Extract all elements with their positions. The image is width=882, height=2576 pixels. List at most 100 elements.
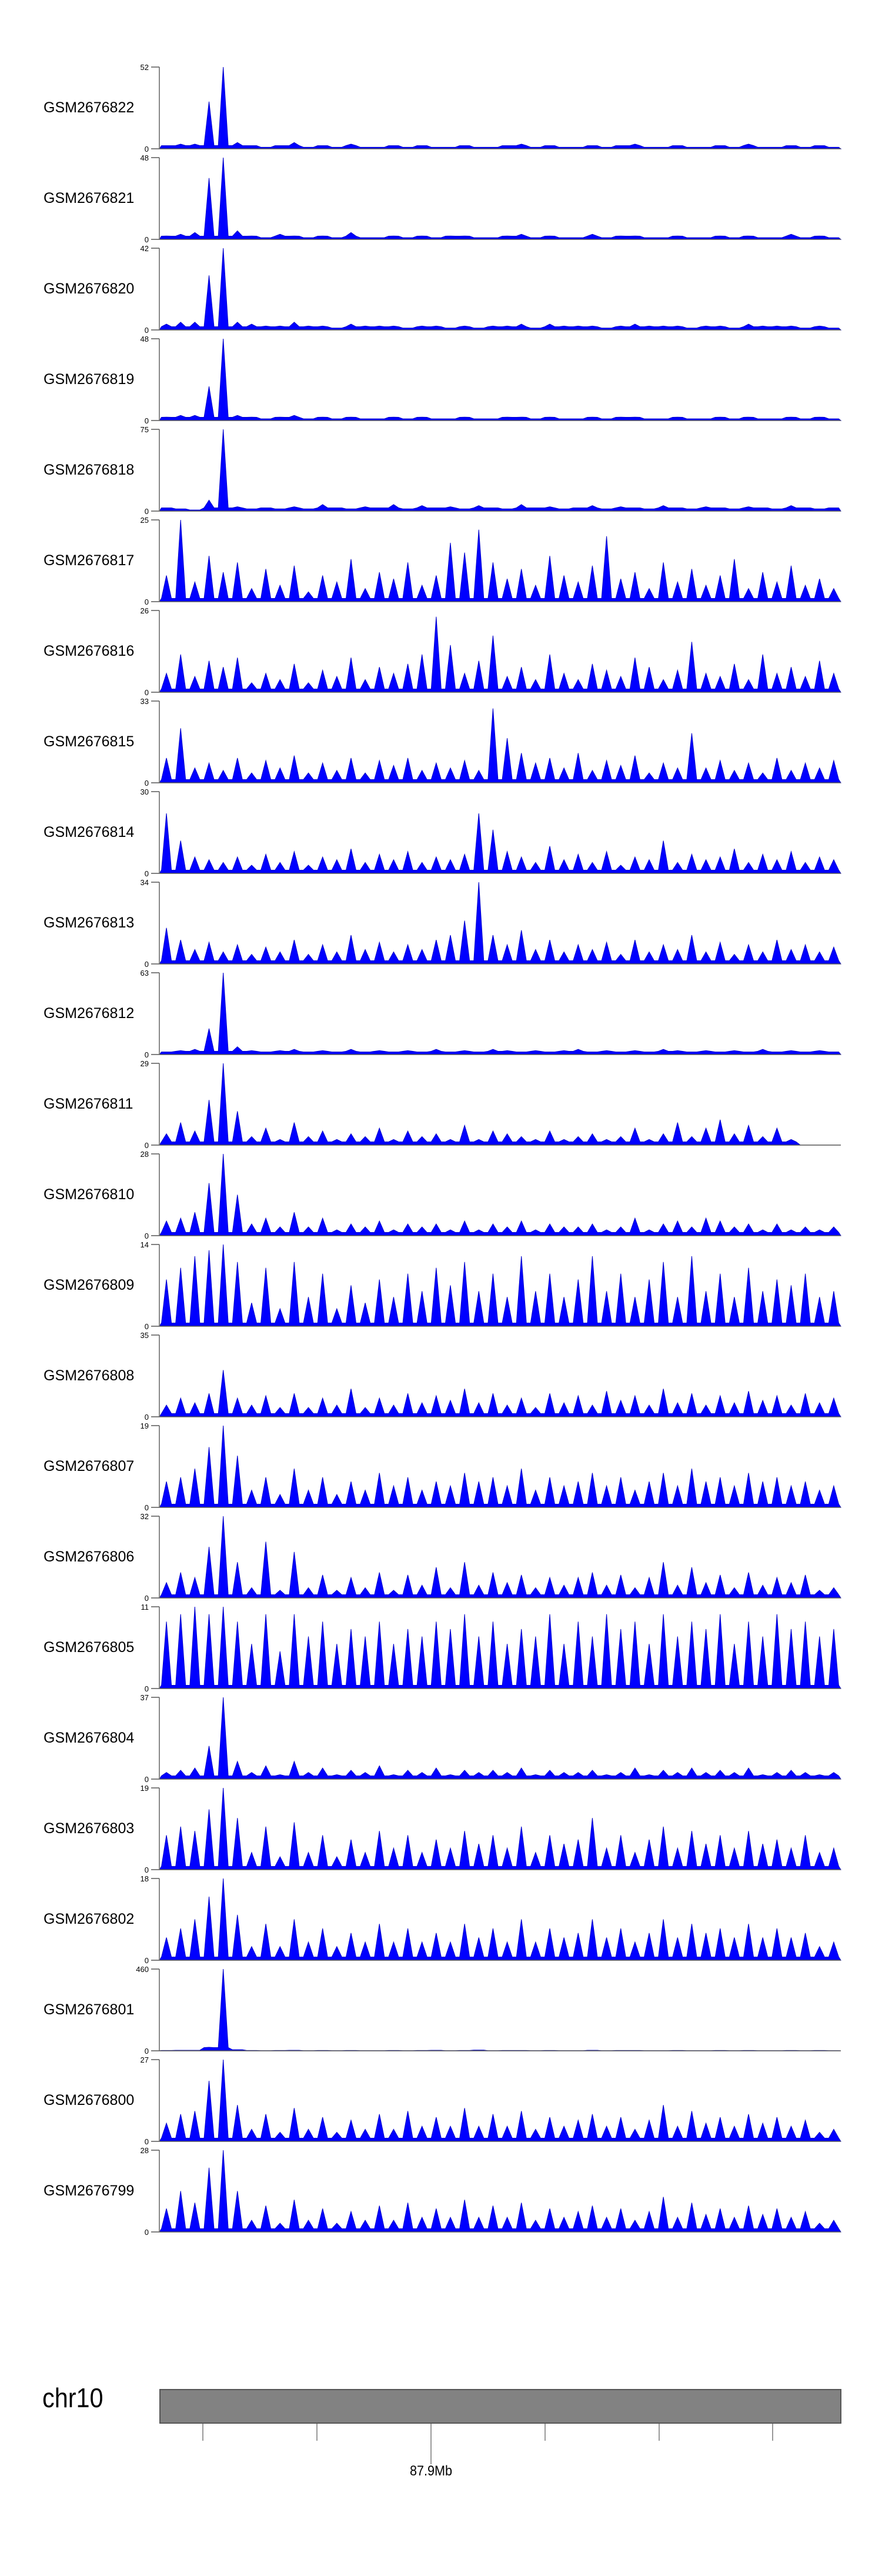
y-zero-label: 0: [145, 2228, 149, 2237]
signal-area: [159, 813, 841, 874]
track-label: GSM2676819: [44, 371, 135, 388]
signal-area: [159, 519, 841, 602]
track-label: GSM2676800: [44, 2091, 135, 2108]
track-label: GSM2676801: [44, 2001, 135, 2018]
track-label: GSM2676808: [44, 1367, 135, 1384]
y-zero-label: 0: [145, 869, 149, 878]
y-zero-label: 0: [145, 779, 149, 788]
signal-area: [159, 1787, 841, 1870]
signal-area: [159, 1697, 841, 1780]
signal-area: [159, 1878, 841, 1961]
signal-area: [159, 1606, 841, 1689]
track-label: GSM2676817: [44, 552, 135, 569]
y-zero-label: 0: [145, 960, 149, 969]
track-label: GSM2676804: [44, 1729, 135, 1746]
track-label: GSM2676802: [44, 1910, 135, 1927]
signal-area: [159, 1425, 841, 1508]
y-zero-label: 0: [145, 688, 149, 697]
y-zero-label: 0: [145, 1775, 149, 1784]
track-label: GSM2676815: [44, 733, 135, 750]
track-label: GSM2676803: [44, 1820, 135, 1837]
y-zero-label: 0: [145, 598, 149, 606]
y-max-label: 14: [141, 1240, 149, 1249]
y-zero-label: 0: [145, 235, 149, 244]
track-label: GSM2676822: [44, 99, 135, 116]
y-zero-label: 0: [145, 326, 149, 335]
y-max-label: 42: [141, 244, 149, 253]
signal-area: [159, 1153, 841, 1236]
y-max-label: 19: [141, 1422, 149, 1430]
signal-area: [159, 1244, 841, 1327]
signal-area: [159, 2150, 841, 2233]
signal-area: [159, 616, 841, 693]
y-max-label: 460: [136, 1965, 149, 1974]
signal-area: [159, 882, 841, 965]
signal-area: [159, 248, 842, 331]
y-zero-label: 0: [145, 1141, 149, 1150]
y-max-label: 35: [141, 1331, 149, 1340]
y-max-label: 32: [141, 1512, 149, 1521]
y-zero-label: 0: [145, 2047, 149, 2056]
track-label: GSM2676820: [44, 280, 135, 297]
y-zero-label: 0: [145, 1413, 149, 1422]
track-label: GSM2676814: [44, 823, 135, 840]
track-label: GSM2676812: [44, 1005, 135, 1022]
track-label: GSM2676811: [44, 1095, 133, 1112]
signal-area: [159, 708, 841, 783]
y-zero-label: 0: [145, 1503, 149, 1512]
y-max-label: 29: [141, 1059, 149, 1068]
position-label: 87.9Mb: [409, 2463, 453, 2479]
signal-area: [159, 1516, 841, 1599]
chromosome-bar: [159, 2389, 841, 2424]
track-label: GSM2676816: [44, 642, 135, 659]
y-max-label: 27: [141, 2056, 149, 2064]
track-label: GSM2676809: [44, 1276, 135, 1293]
track-label: GSM2676807: [44, 1457, 135, 1474]
y-max-label: 19: [141, 1784, 149, 1793]
y-max-label: 48: [141, 154, 149, 162]
signal-area: [159, 338, 842, 421]
track-label: GSM2676806: [44, 1548, 135, 1565]
y-zero-label: 0: [145, 1232, 149, 1240]
y-max-label: 28: [141, 2146, 149, 2155]
y-zero-label: 0: [145, 145, 149, 154]
y-zero-label: 0: [145, 1866, 149, 1874]
track-label: GSM2676810: [44, 1186, 135, 1203]
y-max-label: 75: [141, 425, 149, 434]
signal-area: [158, 972, 842, 1055]
signal-area: [159, 429, 841, 512]
y-zero-label: 0: [145, 416, 149, 425]
y-zero-label: 0: [145, 1956, 149, 1965]
y-zero-label: 0: [145, 1684, 149, 1693]
track-label: GSM2676799: [44, 2182, 135, 2199]
track-label: GSM2676805: [44, 1639, 135, 1656]
signal-area: [159, 1968, 841, 2051]
track-label: GSM2676813: [44, 914, 135, 931]
y-max-label: 34: [141, 878, 149, 887]
signal-area: [159, 1063, 841, 1146]
y-max-label: 48: [141, 335, 149, 343]
y-zero-label: 0: [145, 1050, 149, 1059]
signal-area: [159, 2059, 841, 2142]
y-max-label: 25: [141, 516, 149, 525]
y-max-label: 63: [141, 969, 149, 977]
y-max-label: 11: [141, 1603, 149, 1611]
chromosome-label: chr10: [42, 2383, 103, 2413]
y-zero-label: 0: [145, 507, 149, 516]
y-max-label: 30: [141, 788, 149, 796]
y-max-label: 52: [141, 63, 149, 72]
signal-area: [159, 157, 842, 240]
track-label: GSM2676818: [44, 461, 135, 478]
track-label: GSM2676821: [44, 189, 135, 206]
y-zero-label: 0: [145, 1322, 149, 1331]
signal-area: [159, 66, 842, 149]
y-zero-label: 0: [145, 1594, 149, 1603]
y-max-label: 26: [141, 606, 149, 615]
signal-area: [159, 1370, 841, 1417]
y-max-label: 37: [141, 1693, 149, 1702]
y-max-label: 33: [141, 697, 149, 706]
y-max-label: 28: [141, 1150, 149, 1159]
y-max-label: 18: [141, 1874, 149, 1883]
y-zero-label: 0: [145, 2137, 149, 2146]
